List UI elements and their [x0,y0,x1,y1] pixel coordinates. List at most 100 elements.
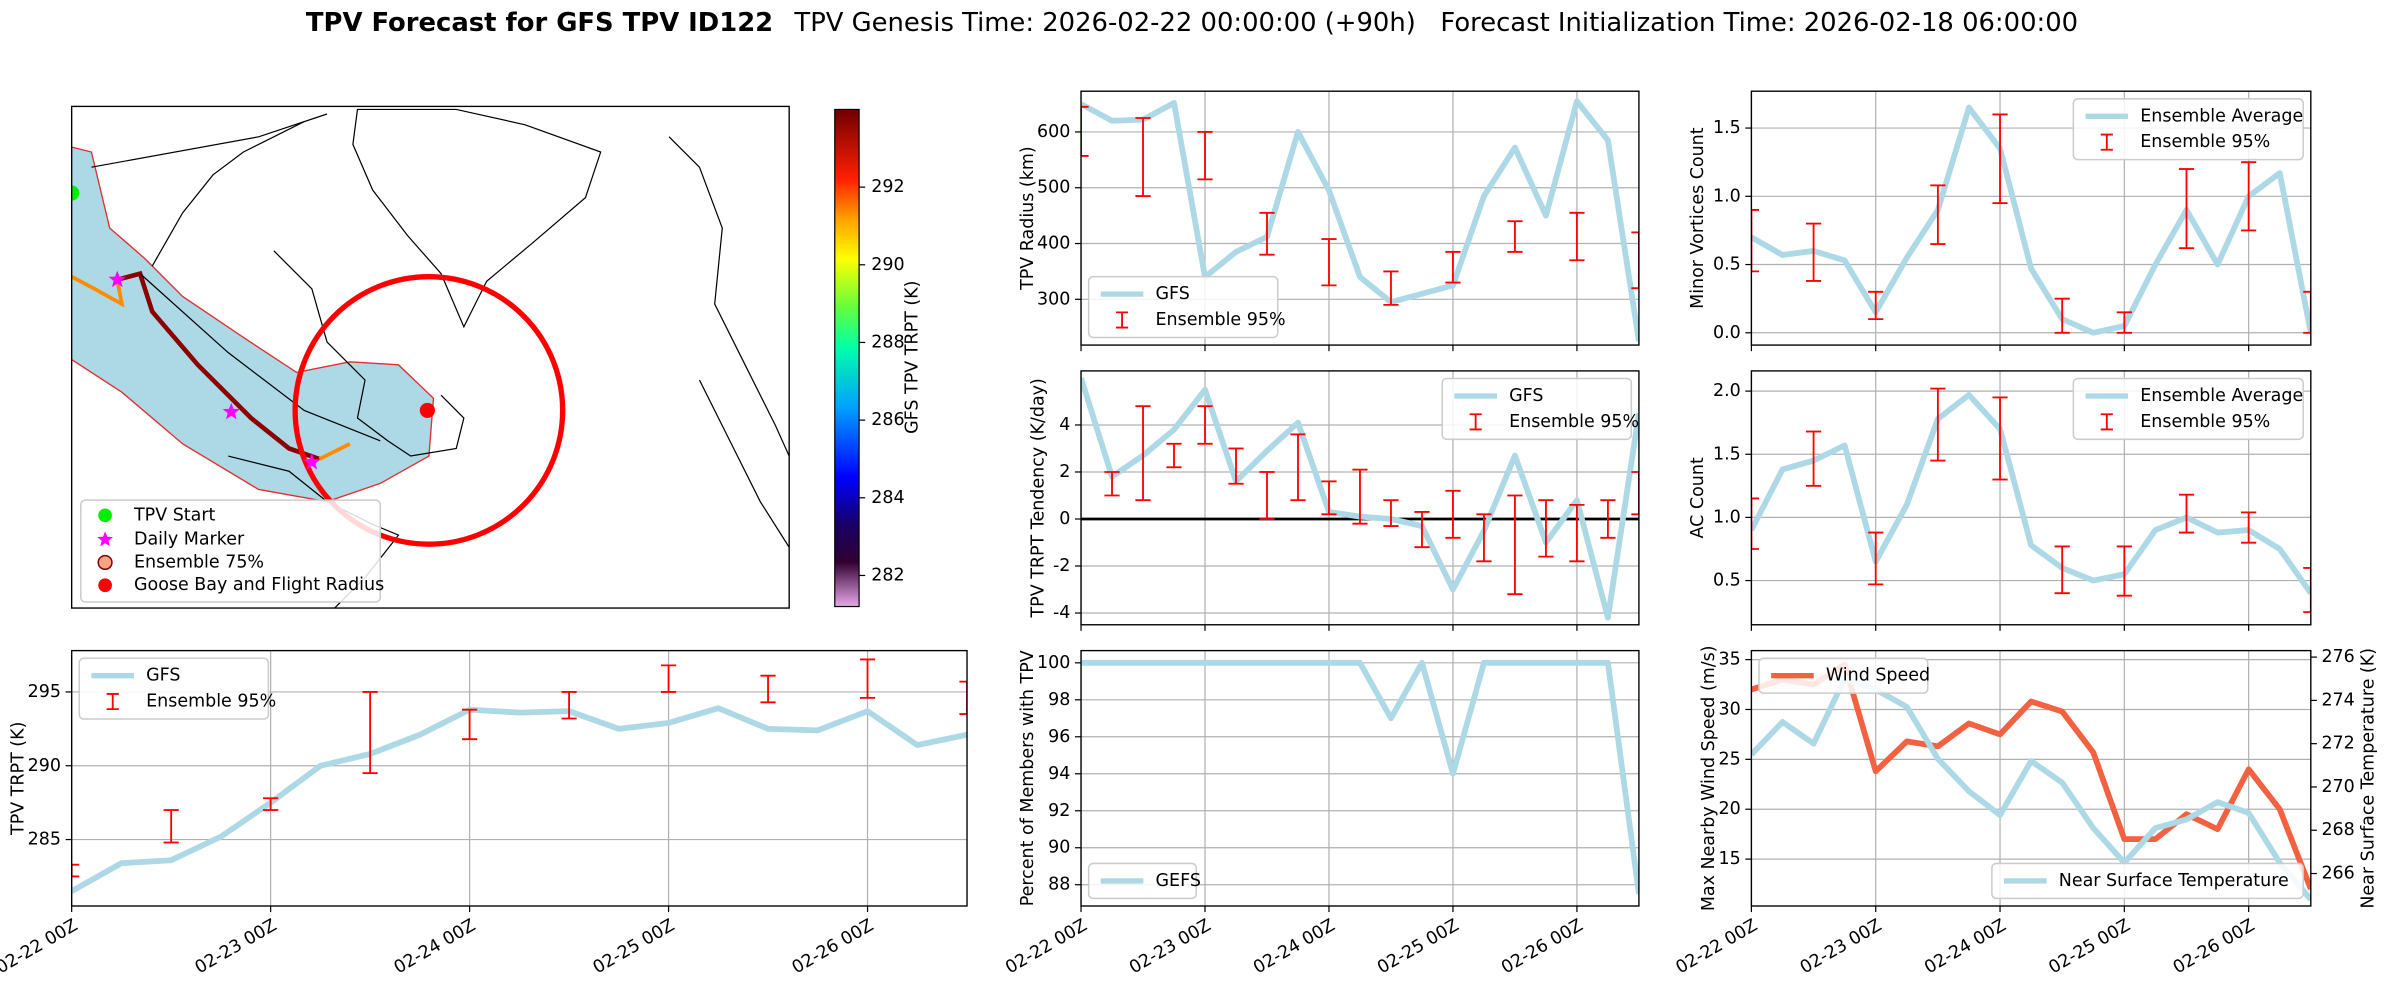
flight-radius [292,274,566,547]
legend-handle [2100,413,2113,431]
y-axis-label: Percent of Members with TPV [1018,650,1038,906]
plot-frame [1750,90,2312,346]
daily-marker [303,452,321,470]
y-tick-label: 1.5 [1713,444,1741,464]
line-chart: 300 400 500 600 TPV Radius (km) GFS Ensemble 9… [1018,90,1640,352]
x-tick-label: 02-24 00Z [391,916,479,979]
y-tick-label: 1.0 [1713,186,1741,206]
y-tick-label: 88 [1048,875,1070,895]
tpv-start [71,185,80,201]
y-tick-label: 0.5 [1713,255,1741,275]
ensemble-swath [71,146,435,503]
x-tick-label: 02-23 00Z [1126,916,1214,979]
track [318,442,351,461]
plot-area [1081,377,1639,621]
y2-tick-label: 266 [2321,864,2354,884]
map-panel: TPV Start Daily Marker Ensemble 75% Goos… [70,105,922,609]
legend-label: Ensemble 95% [2140,412,2270,432]
colorbar [834,108,860,608]
y-tick-label: 90 [1048,838,1070,858]
line-chart: 02-22 00Z 02-23 00Z 02-24 00Z 02-25 00Z 02-2… [1002,649,1640,979]
y-axis-label: TPV Radius (km) [1018,146,1038,291]
y-axis-label: AC Count [1688,457,1708,538]
map-content [71,108,790,609]
legend-label: TPV Start [133,505,216,525]
y-tick-label: 2 [1059,462,1070,482]
legend-marker [97,554,113,571]
y-axis-label: TPV TRPT (K) [8,722,28,836]
daily-marker [108,270,126,288]
line-chart: 02-22 00Z 02-23 00Z 02-24 00Z 02-25 00Z 02-2… [1673,645,2379,978]
legend-label: Ensemble 95% [1509,412,1639,432]
y2-tick-label: 274 [2321,690,2354,710]
y2-tick-label: 276 [2321,647,2354,667]
goose-bay [419,402,435,419]
legend-label: Wind Speed [1826,666,1930,686]
series-line [1081,98,1639,342]
colorbar-tick-label: 284 [871,488,904,508]
y-axis-label: Max Nearby Wind Speed (m/s) [1699,645,1719,911]
plot-area [1751,387,2311,614]
coastline [668,136,790,548]
coastline [151,121,305,267]
y-tick-label: 290 [28,756,61,776]
plot-area [1081,98,1639,342]
plot-frame [1750,370,2312,626]
plot-frame [1750,649,2312,907]
y-tick-label: 500 [1037,178,1070,198]
x-tick-label: 02-22 00Z [1673,916,1761,979]
legend-label: Ensemble 95% [2140,132,2270,152]
y-tick-label: 94 [1048,764,1070,784]
y-tick-label: 96 [1048,727,1070,747]
y-tick-label: 100 [1037,653,1070,673]
y-tick-label: -4 [1053,603,1070,623]
y-tick-label: 0.5 [1713,571,1741,591]
y-tick-label: 1.5 [1713,118,1741,138]
legend-handle [106,693,119,711]
y-tick-label: 30 [1719,699,1741,719]
plot-frame [1080,90,1640,346]
title: TPV Forecast for GFS TPV ID122 [306,7,773,37]
legend-label: Ensemble 95% [146,692,276,712]
y-tick-label: 295 [28,682,61,702]
y-tick-label: 0.0 [1713,323,1741,343]
subtitle: TPV Genesis Time: 2026-02-22 00:00:00 (+… [793,7,2078,37]
legend [1758,657,1929,694]
legend-label: Ensemble Average [2140,106,2303,126]
y-tick-label: 1.0 [1713,507,1741,527]
legend-marker [98,578,112,593]
x-tick-label: 02-26 00Z [789,916,877,979]
y-tick-label: 400 [1037,234,1070,254]
y-tick-label: 2.0 [1713,381,1741,401]
series-line [1751,104,2311,336]
track-mean [139,273,381,442]
colorbar-tick-label: 290 [871,255,904,275]
line-chart: -4 -2 0 2 4 TPV TRPT Tendency (K/day) GFS Ensem… [1028,370,1640,631]
line-chart: 02-22 00Z 02-23 00Z 02-24 00Z 02-25 00Z 02-2… [0,649,968,979]
y2-axis-label: Near Surface Temperature (K) [2359,648,2379,909]
coastline [273,250,465,457]
y-tick-label: 25 [1719,749,1741,769]
y-axis-label: Minor Vortices Count [1688,127,1708,309]
legend-label: Ensemble 75% [134,552,264,572]
y-axis-label: TPV TRPT Tendency (K/day) [1028,378,1048,618]
x-tick-label: 02-25 00Z [590,916,678,979]
x-tick-label: 02-22 00Z [0,916,81,979]
plot-frame [1080,370,1640,626]
track [71,274,125,308]
legend-handle [2100,133,2113,151]
legend-marker [97,531,114,547]
legend-label: Goose Bay and Flight Radius [134,575,384,595]
y2-tick-label: 268 [2321,820,2354,840]
plot-area [1081,659,1639,895]
y2-tick-label: 272 [2321,734,2354,754]
y-tick-label: 300 [1037,289,1070,309]
y-tick-label: 4 [1059,415,1070,435]
y-tick-label: 98 [1048,690,1070,710]
colorbar-tick-label: 282 [871,565,904,585]
y-tick-label: 600 [1037,122,1070,142]
legend-label: Ensemble 95% [1156,310,1286,330]
colorbar-tick-label: 286 [871,410,904,430]
